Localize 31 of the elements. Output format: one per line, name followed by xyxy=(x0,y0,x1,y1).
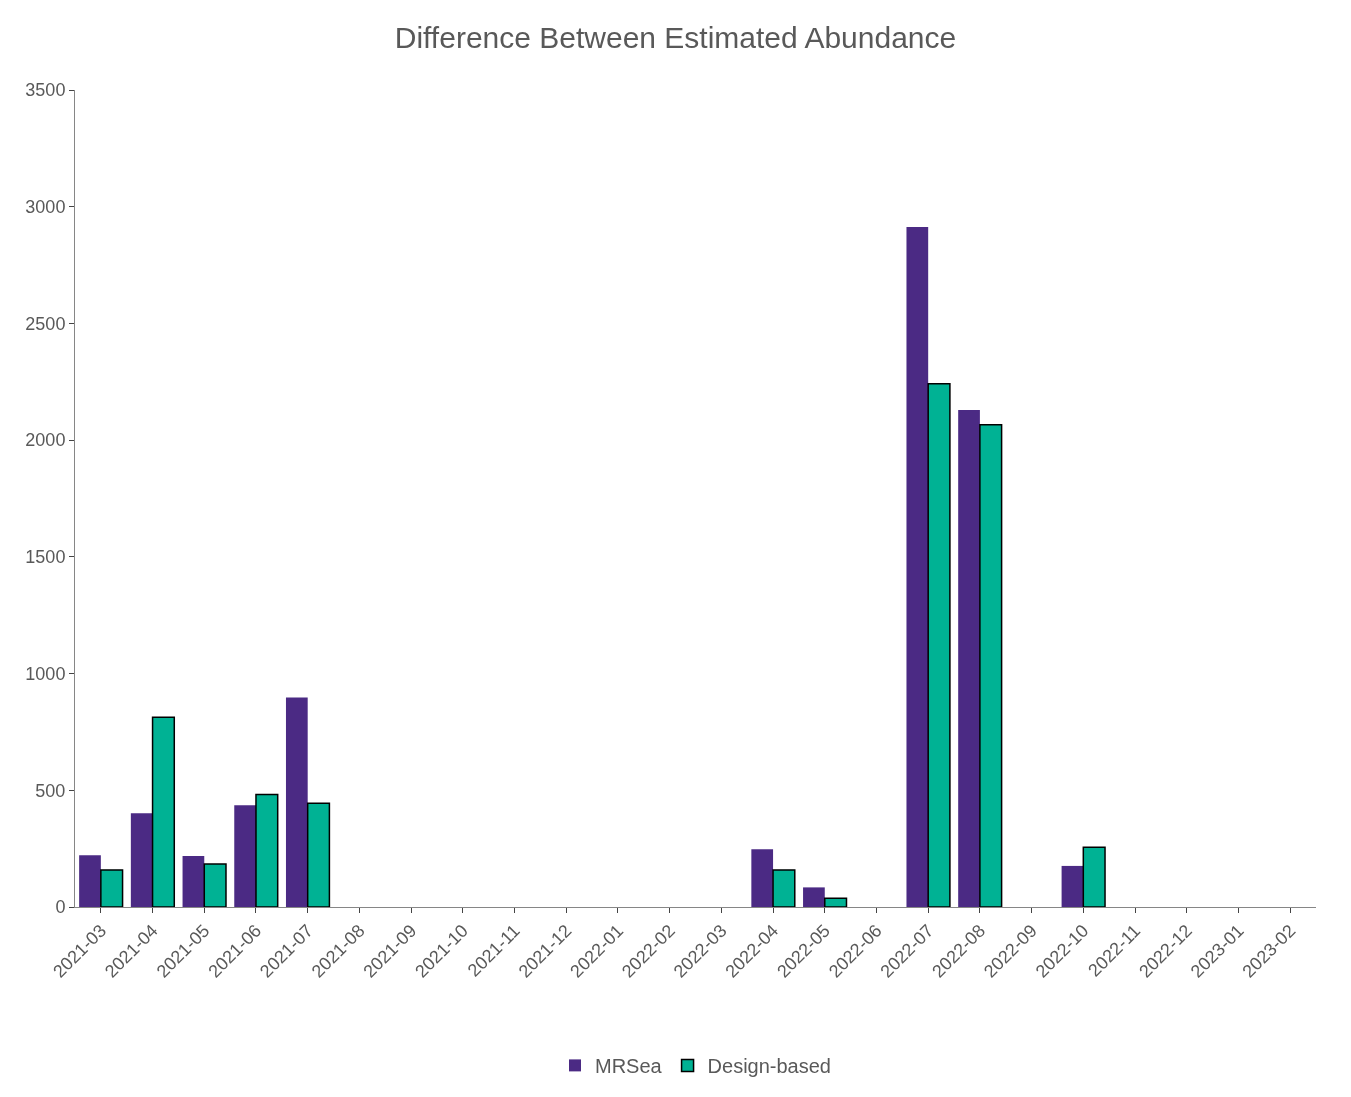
bar xyxy=(151,716,176,907)
bar xyxy=(824,897,848,907)
bar xyxy=(203,863,227,907)
y-tick-label: 1500 xyxy=(25,547,66,568)
bar xyxy=(130,813,153,907)
bar xyxy=(255,793,279,907)
y-tick-label: 0 xyxy=(55,897,66,918)
bar xyxy=(234,805,256,907)
bar xyxy=(100,869,124,907)
bar xyxy=(306,802,331,907)
bar xyxy=(927,382,951,907)
legend-label: MRSea xyxy=(595,1055,663,1078)
bar xyxy=(1082,846,1106,907)
bar xyxy=(751,849,774,907)
bar xyxy=(79,855,101,907)
y-tick-label: 1000 xyxy=(25,663,66,684)
bar xyxy=(1061,865,1084,907)
bar xyxy=(979,423,1003,907)
bar xyxy=(958,410,980,907)
y-tick-label: 500 xyxy=(35,780,66,801)
y-tick-label: 3000 xyxy=(25,197,66,218)
chart-title: Difference Between Estimated Abundance xyxy=(394,21,957,55)
bar xyxy=(182,856,205,907)
bar xyxy=(285,697,308,907)
y-tick-label: 3500 xyxy=(25,80,66,101)
bar xyxy=(772,869,796,907)
legend-label: Design-based xyxy=(707,1055,831,1078)
bar xyxy=(906,227,929,907)
y-tick-label: 2000 xyxy=(25,430,66,451)
y-tick-label: 2500 xyxy=(25,313,66,334)
bar xyxy=(803,887,825,907)
